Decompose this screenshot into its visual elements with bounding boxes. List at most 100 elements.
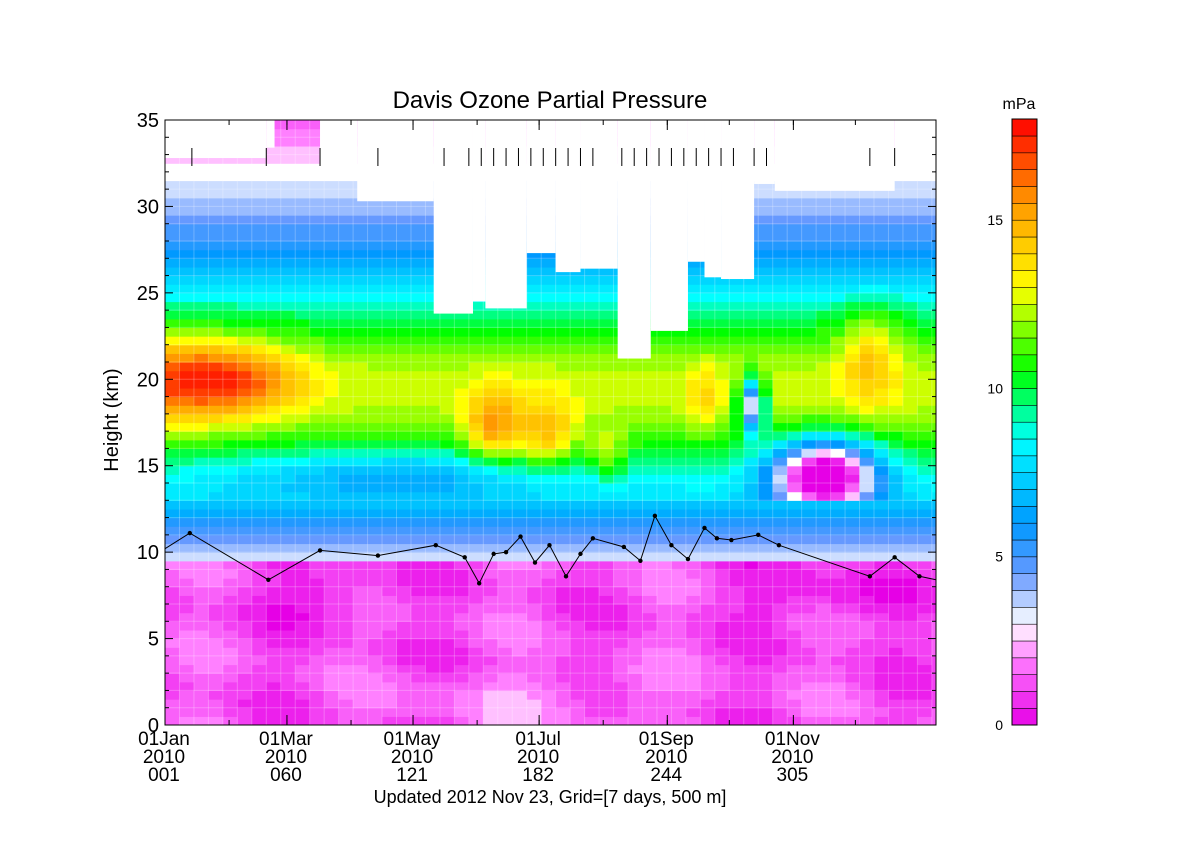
heatmap-cell xyxy=(439,534,455,545)
heatmap-cell xyxy=(570,586,586,596)
heatmap-cell xyxy=(483,362,499,372)
heatmap-cell xyxy=(555,500,571,510)
heatmap-cell xyxy=(439,707,455,717)
heatmap-cell xyxy=(497,552,513,562)
heatmap-cell xyxy=(555,301,571,311)
heatmap-cell xyxy=(208,707,224,717)
heatmap-cell xyxy=(179,448,195,458)
heatmap-cell xyxy=(353,673,369,683)
heatmap-cell xyxy=(873,586,890,596)
heatmap-cell xyxy=(873,552,890,562)
heatmap-cell xyxy=(743,284,759,294)
heatmap-cell xyxy=(931,629,936,640)
heatmap-cell xyxy=(888,457,904,467)
colorbar-swatch xyxy=(1011,438,1038,457)
heatmap-cell xyxy=(512,534,528,545)
heatmap-cell xyxy=(888,560,904,571)
heatmap-cell xyxy=(208,448,224,458)
heatmap-cell xyxy=(628,586,644,596)
heatmap-cell xyxy=(309,284,325,294)
heatmap-cell xyxy=(280,431,296,441)
heatmap-cell xyxy=(642,578,658,588)
heatmap-cell xyxy=(801,578,817,588)
heatmap-cell xyxy=(266,569,282,579)
colorbar-swatch xyxy=(1011,186,1038,204)
heatmap-cell xyxy=(816,370,832,380)
heatmap-cell xyxy=(266,180,282,190)
heatmap-cell xyxy=(179,629,195,640)
heatmap-cell xyxy=(468,612,484,622)
heatmap-cell xyxy=(497,353,513,363)
heatmap-cell xyxy=(873,353,890,363)
heatmap-cell xyxy=(541,318,557,329)
heatmap-cell xyxy=(193,241,210,251)
heatmap-cell xyxy=(410,223,427,233)
heatmap-cell xyxy=(613,664,629,674)
heatmap-cell xyxy=(512,638,528,648)
heatmap-cell xyxy=(859,526,875,536)
heatmap-cell xyxy=(483,673,499,683)
heatmap-cell xyxy=(208,327,224,337)
heatmap-cell xyxy=(280,163,296,173)
heatmap-cell xyxy=(237,171,253,182)
heatmap-cell xyxy=(179,586,195,596)
heatmap-cell xyxy=(714,586,730,596)
heatmap-cell xyxy=(570,699,586,709)
heatmap-cell xyxy=(873,716,890,725)
heatmap-cell xyxy=(309,612,325,622)
heatmap-cell xyxy=(714,474,730,484)
heatmap-cell xyxy=(266,145,282,156)
heatmap-cell xyxy=(917,457,933,467)
heatmap-cell xyxy=(251,448,267,458)
heatmap-cell xyxy=(396,379,412,389)
heatmap-cell xyxy=(801,241,817,251)
heatmap-cell xyxy=(483,629,499,640)
heatmap-cell xyxy=(338,673,354,683)
heatmap-cell xyxy=(468,517,484,527)
heatmap-cell xyxy=(859,612,875,622)
heatmap-cell xyxy=(845,716,861,725)
heatmap-cell xyxy=(845,362,861,372)
heatmap-cell xyxy=(628,569,644,579)
heatmap-cell xyxy=(266,526,282,536)
heatmap-cell xyxy=(425,284,441,294)
heatmap-cell xyxy=(599,508,615,519)
heatmap-cell xyxy=(396,258,412,268)
heatmap-cell xyxy=(454,508,470,519)
heatmap-cell xyxy=(772,431,788,441)
heatmap-cell xyxy=(295,543,311,553)
heatmap-cell xyxy=(830,422,846,432)
heatmap-cell xyxy=(382,508,398,519)
heatmap-cell xyxy=(512,474,528,484)
heatmap-cell xyxy=(193,681,210,692)
heatmap-cell xyxy=(917,180,933,190)
heatmap-cell xyxy=(816,681,832,692)
heatmap-cell xyxy=(584,275,600,285)
heatmap-cell xyxy=(931,664,936,674)
heatmap-cell xyxy=(324,690,340,700)
heatmap-cell xyxy=(743,578,759,588)
heatmap-cell xyxy=(439,344,455,354)
heatmap-cell xyxy=(541,353,557,363)
heatmap-cell xyxy=(758,370,774,380)
heatmap-cell xyxy=(266,197,282,208)
heatmap-cell xyxy=(830,379,846,389)
heatmap-cell xyxy=(208,405,224,415)
heatmap-cell xyxy=(642,362,658,372)
heatmap-cell xyxy=(628,405,644,415)
heatmap-cell xyxy=(295,370,311,380)
heatmap-cell xyxy=(454,716,470,725)
heatmap-cell xyxy=(410,206,427,216)
heatmap-cell xyxy=(902,275,918,285)
heatmap-cell xyxy=(584,716,600,725)
heatmap-cell xyxy=(280,586,296,596)
heatmap-cell xyxy=(222,171,238,182)
heatmap-cell xyxy=(685,431,701,441)
heatmap-cell xyxy=(309,189,325,199)
heatmap-cell xyxy=(251,206,267,216)
heatmap-cell xyxy=(570,318,586,329)
heatmap-cell xyxy=(888,578,904,588)
heatmap-cell xyxy=(309,370,325,380)
heatmap-cell xyxy=(801,387,817,398)
heatmap-cell xyxy=(801,422,817,432)
